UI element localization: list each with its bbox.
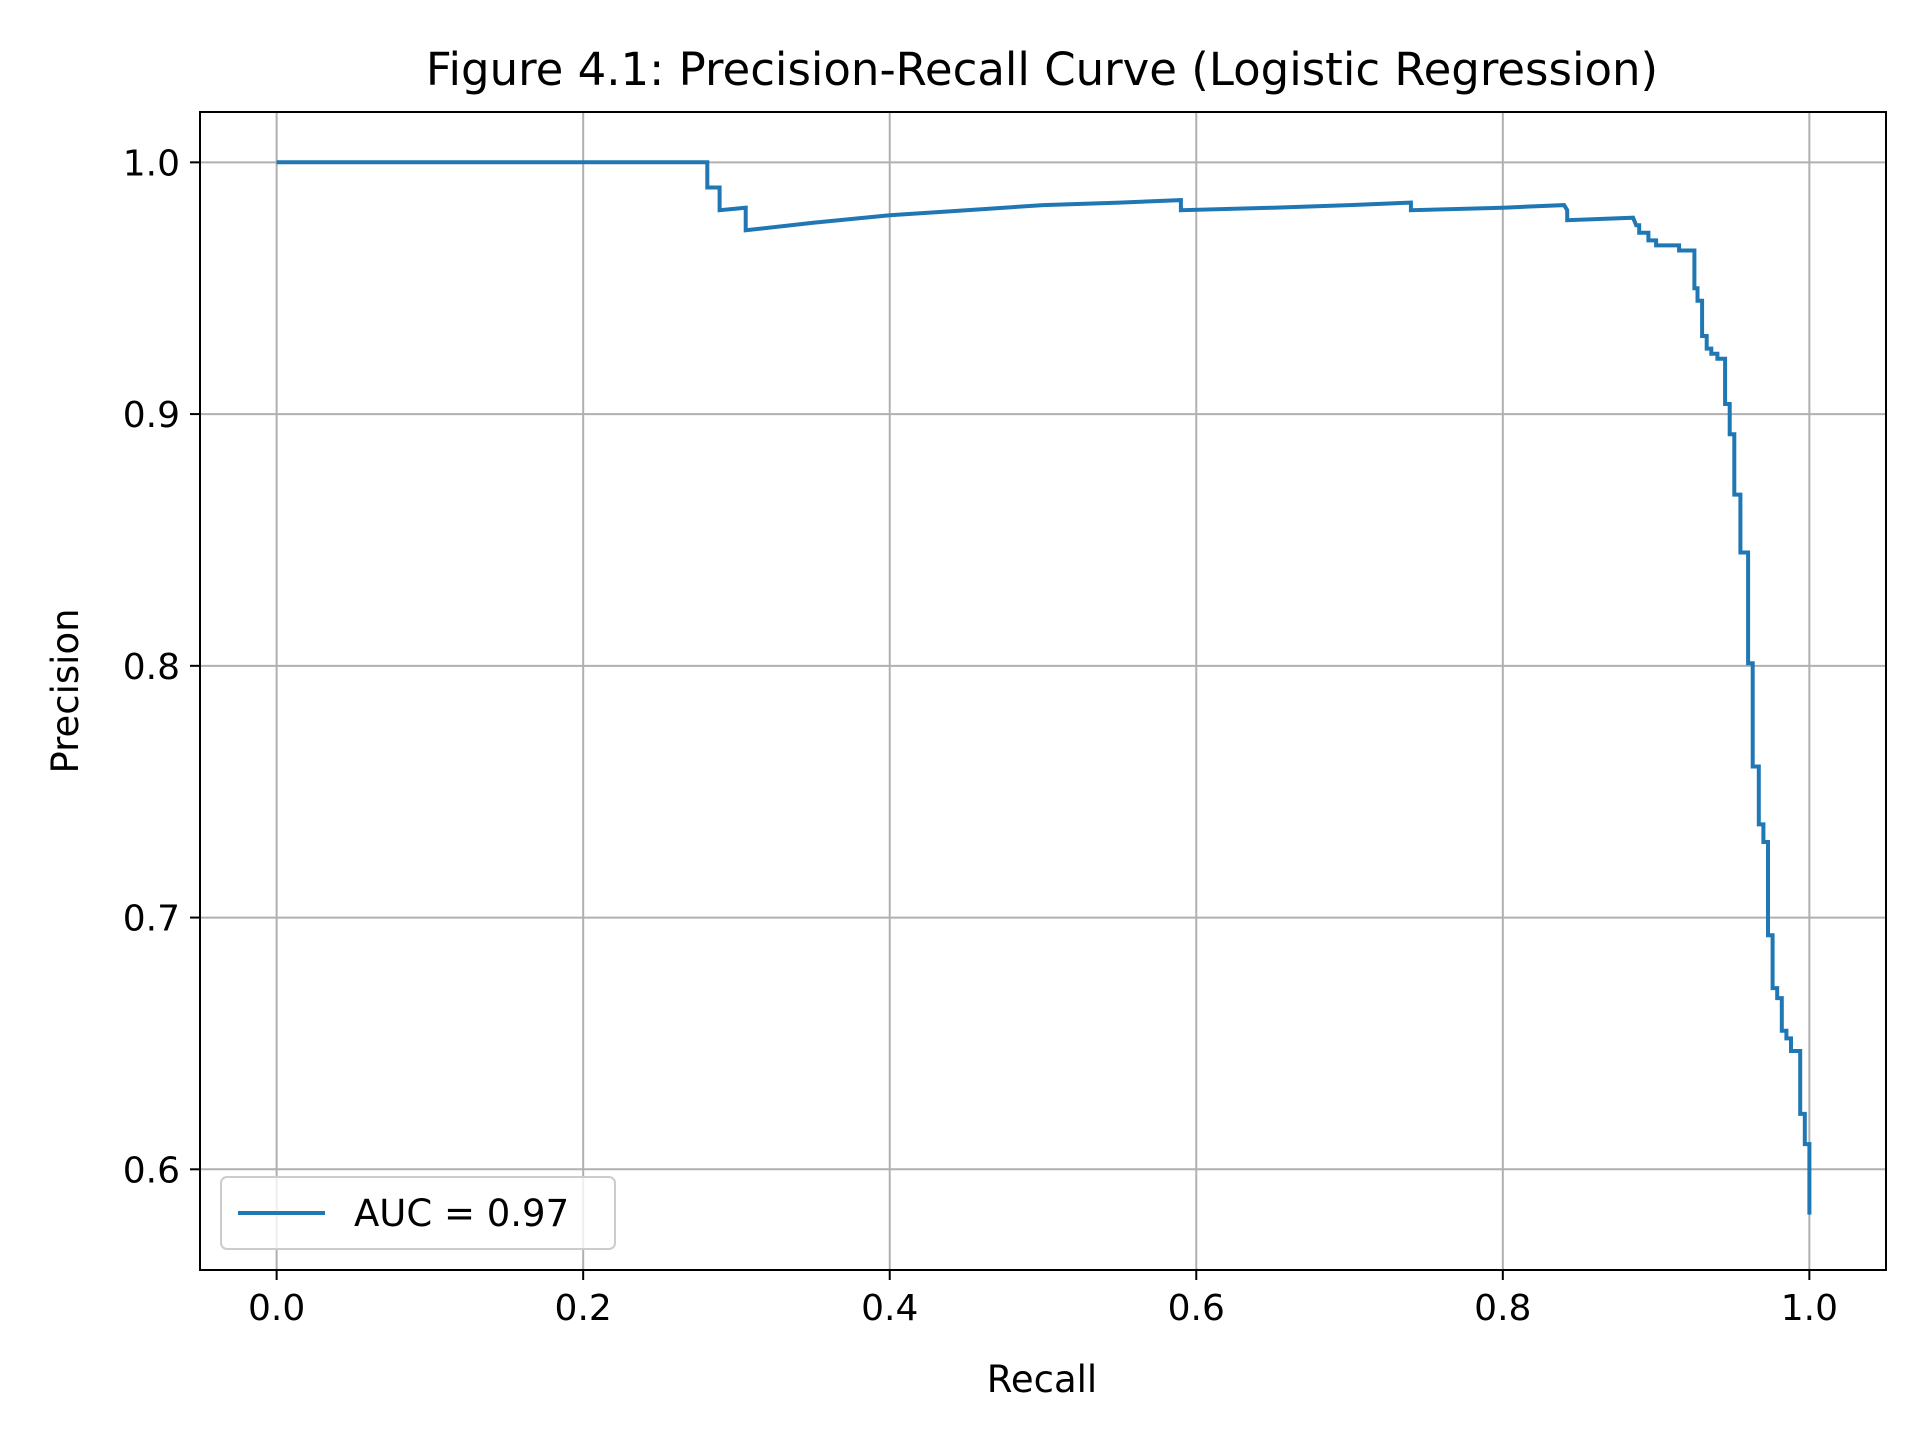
series-layer xyxy=(276,160,1812,1215)
y-tick-label: 0.7 xyxy=(123,899,180,940)
y-tick-label: 0.9 xyxy=(123,395,180,436)
x-axis-label: Recall xyxy=(987,1358,1097,1401)
legend: AUC = 0.97 xyxy=(220,1176,616,1250)
plot-frame xyxy=(199,111,1887,1271)
grid xyxy=(200,112,1886,1270)
x-tick-label: 0.6 xyxy=(1168,1288,1225,1329)
y-axis-ticks: 0.6 0.7 0.8 0.9 1.0 xyxy=(123,143,200,1191)
chart-title: Figure 4.1: Precision-Recall Curve (Logi… xyxy=(426,43,1658,96)
x-tick-label: 0.2 xyxy=(555,1288,612,1329)
y-tick-label: 0.8 xyxy=(123,647,180,688)
pr-curve-line xyxy=(276,160,1812,1215)
y-axis-label: Precision xyxy=(44,608,87,773)
legend-box xyxy=(220,1176,616,1250)
x-axis-ticks: 0.0 0.2 0.4 0.6 0.8 1.0 xyxy=(248,1270,1838,1329)
y-tick-label: 0.6 xyxy=(123,1150,180,1191)
x-tick-label: 0.0 xyxy=(248,1288,305,1329)
y-tick-label: 1.0 xyxy=(123,143,180,184)
x-tick-label: 0.8 xyxy=(1474,1288,1531,1329)
x-tick-label: 1.0 xyxy=(1781,1288,1838,1329)
x-tick-label: 0.4 xyxy=(861,1288,918,1329)
legend-label: AUC = 0.97 xyxy=(354,1192,569,1235)
